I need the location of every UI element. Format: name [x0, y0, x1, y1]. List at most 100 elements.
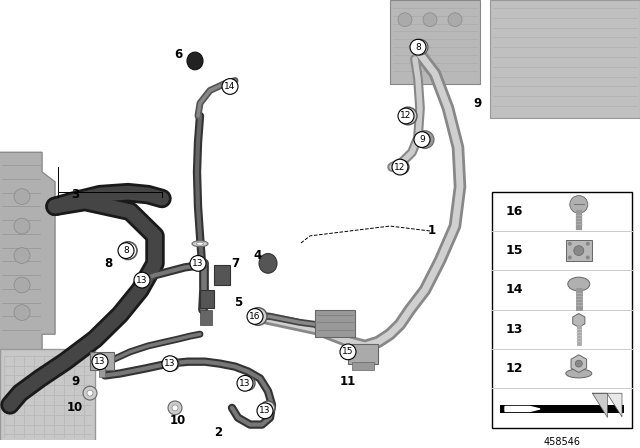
Text: 13: 13 [136, 276, 148, 284]
Text: 8: 8 [415, 43, 421, 52]
Text: 12: 12 [506, 362, 524, 375]
Circle shape [168, 360, 176, 367]
Circle shape [172, 405, 178, 411]
Polygon shape [0, 152, 55, 354]
Circle shape [340, 344, 356, 360]
Circle shape [448, 13, 462, 26]
Text: 5: 5 [234, 296, 242, 309]
Circle shape [261, 401, 275, 415]
Polygon shape [505, 406, 540, 411]
Ellipse shape [568, 277, 590, 291]
Circle shape [264, 404, 272, 412]
Circle shape [412, 39, 428, 55]
Circle shape [193, 257, 207, 270]
Circle shape [14, 189, 30, 204]
Polygon shape [571, 355, 587, 372]
Circle shape [253, 311, 263, 321]
Text: 10: 10 [170, 414, 186, 427]
Polygon shape [592, 393, 622, 417]
Circle shape [398, 13, 412, 26]
Ellipse shape [259, 254, 277, 273]
Circle shape [586, 242, 590, 246]
Circle shape [398, 108, 414, 124]
Text: 13: 13 [94, 357, 106, 366]
Text: 13: 13 [192, 259, 204, 268]
Text: 15: 15 [342, 347, 354, 356]
Circle shape [241, 376, 255, 390]
Circle shape [95, 357, 109, 370]
Circle shape [416, 131, 434, 148]
Bar [200, 310, 212, 325]
Circle shape [83, 386, 97, 400]
Circle shape [222, 79, 238, 95]
Circle shape [575, 360, 582, 367]
Circle shape [249, 308, 267, 325]
Text: 9: 9 [474, 97, 482, 110]
Text: 14: 14 [224, 82, 236, 91]
Bar [390, 0, 480, 83]
Bar [348, 344, 378, 364]
Text: 8: 8 [104, 257, 112, 270]
Polygon shape [592, 393, 607, 417]
Circle shape [92, 354, 108, 370]
Text: 9: 9 [419, 135, 425, 144]
Bar [200, 290, 214, 308]
Text: 11: 11 [340, 375, 356, 388]
Text: 15: 15 [506, 244, 524, 257]
Circle shape [168, 401, 182, 415]
Text: 1: 1 [428, 224, 436, 237]
Text: 6: 6 [174, 47, 182, 60]
Bar [492, 192, 632, 427]
Circle shape [118, 243, 134, 258]
Circle shape [399, 107, 417, 125]
Text: 9: 9 [71, 375, 79, 388]
Circle shape [196, 259, 204, 267]
Circle shape [237, 375, 253, 391]
Bar [500, 405, 624, 413]
Circle shape [119, 242, 137, 259]
Ellipse shape [566, 369, 592, 378]
Bar [0, 349, 95, 442]
Text: 12: 12 [400, 112, 412, 121]
Circle shape [14, 248, 30, 263]
Circle shape [410, 39, 426, 55]
Text: 16: 16 [506, 205, 524, 218]
Circle shape [244, 379, 252, 387]
Bar [315, 310, 355, 337]
Circle shape [416, 43, 424, 51]
Text: 3: 3 [71, 188, 79, 201]
Text: 4: 4 [254, 249, 262, 262]
Circle shape [134, 272, 150, 288]
Circle shape [568, 242, 572, 246]
Text: 458546: 458546 [543, 437, 580, 448]
Bar [99, 367, 105, 377]
Circle shape [570, 196, 588, 213]
Circle shape [403, 111, 413, 121]
Text: 7: 7 [231, 257, 239, 270]
Circle shape [247, 309, 263, 324]
Bar [352, 362, 374, 370]
Text: 16: 16 [249, 312, 260, 321]
Circle shape [423, 13, 437, 26]
Text: 8: 8 [123, 246, 129, 255]
Circle shape [257, 403, 273, 419]
Circle shape [392, 159, 408, 175]
Circle shape [574, 246, 584, 255]
Circle shape [165, 357, 179, 370]
Circle shape [14, 218, 30, 234]
Ellipse shape [196, 242, 204, 245]
Circle shape [87, 390, 93, 396]
Circle shape [140, 276, 148, 284]
Text: 13: 13 [259, 406, 271, 415]
Text: 13: 13 [239, 379, 251, 388]
Circle shape [414, 132, 430, 147]
Circle shape [14, 277, 30, 293]
Circle shape [568, 255, 572, 259]
Text: 13: 13 [506, 323, 524, 336]
Circle shape [190, 255, 206, 271]
Text: 12: 12 [394, 163, 406, 172]
Ellipse shape [187, 52, 203, 70]
Text: 2: 2 [214, 426, 222, 439]
Circle shape [14, 305, 30, 320]
Circle shape [137, 273, 151, 287]
